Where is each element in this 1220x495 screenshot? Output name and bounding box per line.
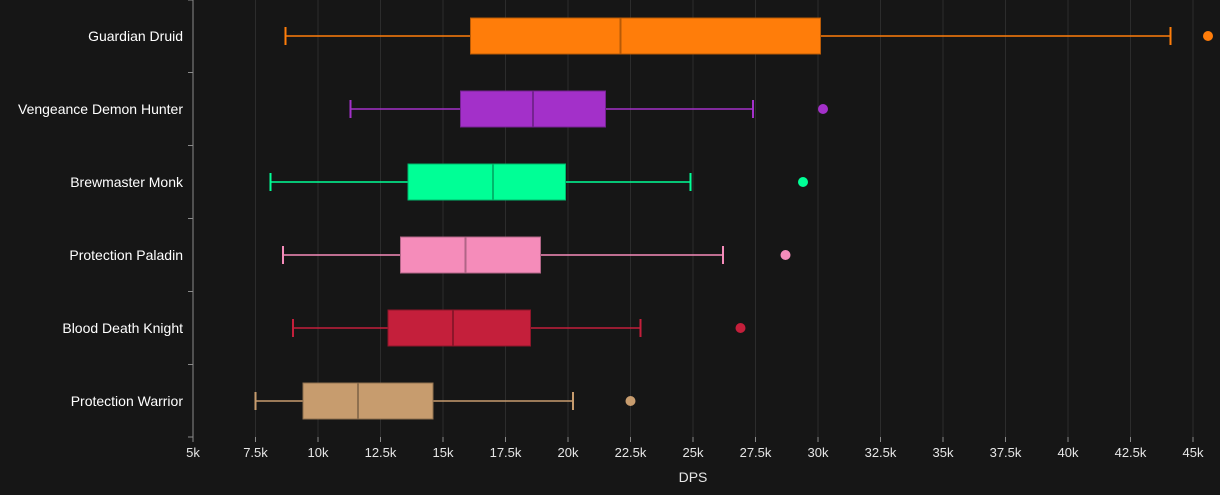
category-label: Protection Warrior: [71, 393, 184, 409]
x-tick-label: 45k: [1183, 445, 1204, 460]
outlier-point: [780, 250, 791, 260]
iqr-box: [470, 17, 821, 55]
category-label: Blood Death Knight: [62, 320, 183, 336]
x-tick-label: 25k: [683, 445, 704, 460]
x-tick-label: 42.5k: [1115, 445, 1147, 460]
x-tick-label: 20k: [558, 445, 579, 460]
x-tick-label: 27.5k: [740, 445, 772, 460]
x-tick-label: 37.5k: [990, 445, 1022, 460]
box-layer: [254, 17, 1213, 420]
x-tick-label: 10k: [308, 445, 329, 460]
x-tick-label: 40k: [1058, 445, 1079, 460]
iqr-box: [302, 382, 434, 420]
outlier-point: [625, 396, 636, 406]
grid-layer: [192, 0, 1194, 437]
x-tick-label: 17.5k: [490, 445, 522, 460]
category-label: Protection Paladin: [69, 247, 183, 263]
x-tick-label: 5k: [186, 445, 200, 460]
outlier-point: [818, 104, 828, 114]
category-label: Guardian Druid: [88, 28, 183, 44]
category-label: Vengeance Demon Hunter: [18, 101, 183, 117]
x-tick-label: 22.5k: [615, 445, 647, 460]
x-axis-title: DPS: [679, 469, 708, 485]
outlier-point: [1203, 31, 1213, 41]
x-tick-label: 15k: [433, 445, 454, 460]
x-tick-label: 32.5k: [865, 445, 897, 460]
x-tick-label: 35k: [933, 445, 954, 460]
x-tick-label: 30k: [808, 445, 829, 460]
label-layer: Guardian Druid Vengeance Demon Hunter Brew…: [18, 28, 184, 409]
outlier-point: [735, 323, 746, 333]
iqr-box: [400, 236, 541, 274]
axis-layer: 5k 7.5k 10k 12.5k 15k 17.5k 20k 22.5k 25k 27.5k 30…: [186, 0, 1204, 460]
iqr-box: [407, 163, 566, 201]
x-tick-label: 7.5k: [243, 445, 268, 460]
category-label: Brewmaster Monk: [70, 174, 184, 190]
iqr-box: [387, 309, 531, 347]
x-tick-label: 12.5k: [365, 445, 397, 460]
outlier-point: [798, 177, 808, 187]
